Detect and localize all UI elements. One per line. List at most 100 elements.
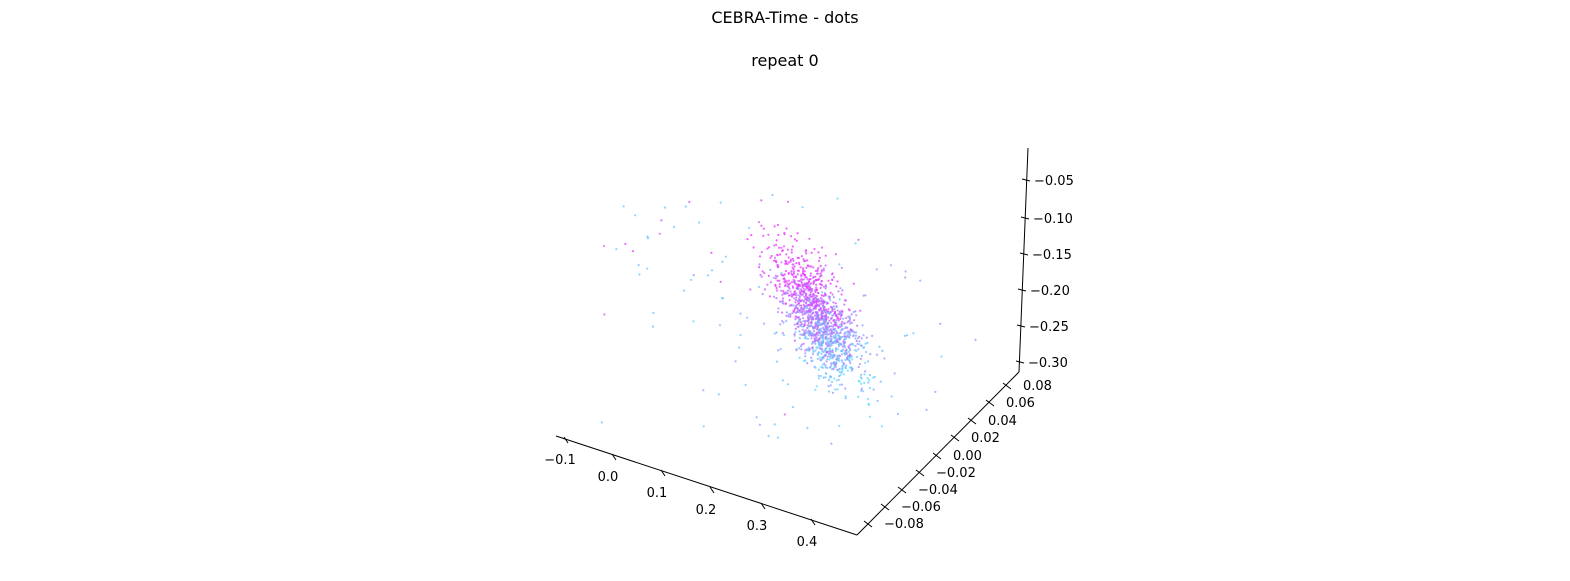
scatter-point <box>798 320 801 323</box>
scatter-point <box>794 306 798 309</box>
scatter-point <box>803 312 806 315</box>
scatter-point <box>746 316 749 319</box>
scatter-point <box>822 339 825 343</box>
scatter-point <box>789 290 792 293</box>
scatter-point <box>781 311 784 314</box>
scatter-point <box>939 322 942 325</box>
scatter-point <box>925 408 928 411</box>
scatter-point <box>821 342 824 345</box>
scatter-point <box>809 315 812 318</box>
scatter-point <box>836 340 839 343</box>
scatter-point <box>796 307 799 310</box>
scatter-point <box>840 349 843 352</box>
scatter-point <box>805 282 808 285</box>
figure-title: CEBRA-Time - dots <box>711 8 859 27</box>
scatter-point <box>798 347 801 350</box>
scatter-point <box>822 357 825 360</box>
scatter-point <box>775 261 778 264</box>
scatter-point <box>822 350 825 353</box>
y-axis-line <box>856 371 1020 536</box>
z-tick-mark <box>1021 178 1031 182</box>
scatter-point <box>826 358 829 361</box>
scatter-point <box>862 334 865 337</box>
x-tick-mark <box>709 486 715 494</box>
scatter-point <box>793 292 796 296</box>
scatter-point <box>829 384 832 387</box>
scatter-point <box>767 274 770 277</box>
scatter-point <box>814 323 817 326</box>
scatter-point <box>819 335 823 338</box>
scatter-point <box>813 365 816 368</box>
scatter-point <box>783 231 786 235</box>
scatter-point <box>812 293 815 296</box>
scatter-point <box>794 317 797 321</box>
y-tick-mark <box>880 503 890 511</box>
x-tick-label: 0.0 <box>598 470 619 485</box>
scatter-point <box>838 343 841 346</box>
scatter-point <box>810 315 813 318</box>
scatter-point <box>820 313 823 316</box>
z-tick-label: −0.05 <box>1034 174 1074 189</box>
scatter-point <box>821 291 824 294</box>
scatter-point <box>781 301 784 305</box>
scatter-point <box>798 356 801 359</box>
scatter-point <box>710 269 714 272</box>
scatter-point <box>781 297 785 300</box>
scatter-point <box>856 324 859 327</box>
scatter-point <box>782 334 786 337</box>
scatter-point <box>809 308 812 311</box>
scatter-point <box>801 328 804 331</box>
y-tick-mark <box>897 486 907 494</box>
scatter-point <box>838 263 841 266</box>
scatter-point <box>866 397 870 400</box>
scatter-point <box>813 306 816 309</box>
scatter-point <box>839 373 842 377</box>
scatter-point <box>847 350 850 353</box>
scatter-point <box>820 302 823 305</box>
scatter-point <box>867 402 870 405</box>
scatter-point <box>809 272 813 275</box>
scatter-point <box>817 377 821 380</box>
scatter-point <box>819 264 822 268</box>
scatter-point <box>824 311 827 314</box>
scatter-point <box>840 323 843 326</box>
scatter-point <box>816 315 819 318</box>
scatter-point <box>766 247 769 250</box>
scatter-point <box>808 280 811 283</box>
scatter-point <box>824 264 827 267</box>
scatter-point <box>818 305 821 308</box>
scatter-point <box>791 312 794 315</box>
scatter-point <box>844 395 847 398</box>
scatter-point <box>767 434 770 438</box>
scatter-point <box>802 272 805 275</box>
scatter-point <box>807 346 810 349</box>
scatter-point <box>773 225 776 228</box>
scatter-point <box>806 331 809 334</box>
scatter-point <box>817 368 820 371</box>
scatter-point <box>828 319 831 322</box>
scatter-point <box>811 342 814 345</box>
scatter-point <box>805 285 808 288</box>
scatter-point <box>811 352 815 356</box>
axes-layer <box>555 147 1029 536</box>
scatter-point <box>766 283 769 286</box>
scatter-point <box>863 373 866 376</box>
z-tick-mark <box>1017 288 1027 292</box>
scatter-point <box>800 343 803 346</box>
scatter-point <box>767 246 771 249</box>
scatter-point <box>814 275 817 278</box>
scatter-point <box>868 386 872 390</box>
scatter-point <box>794 282 797 285</box>
scatter-point <box>838 424 841 428</box>
scatter-point <box>793 323 796 326</box>
scatter-point <box>632 250 635 253</box>
scatter-point <box>836 309 839 312</box>
scatter-point <box>826 355 829 358</box>
scatter-point <box>844 366 848 370</box>
scatter-point <box>854 344 857 348</box>
scatter-point <box>844 397 847 400</box>
scatter-point <box>827 307 830 311</box>
scatter-point <box>803 321 807 324</box>
scatter-point <box>818 337 821 340</box>
scatter-point <box>615 248 618 251</box>
